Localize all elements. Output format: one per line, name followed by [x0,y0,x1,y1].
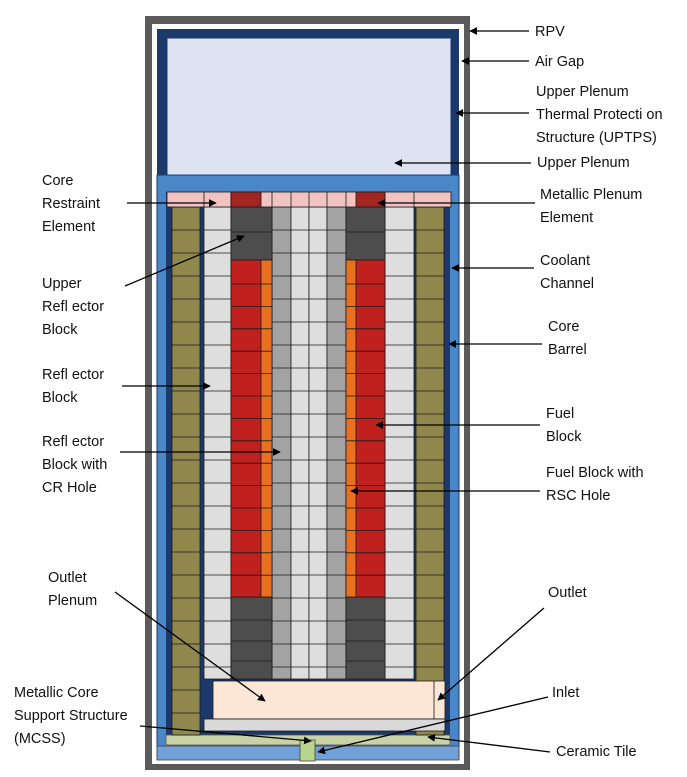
upper-plenum [166,37,452,193]
lower-reflector-left [230,596,273,680]
core [166,191,452,736]
upper-reflector-right [345,206,386,261]
leader-arrows [114,27,551,755]
reflector-column [290,206,310,680]
reflector-cr-column [271,206,292,680]
reflector-column [384,206,415,680]
upper-reflector-left [230,206,273,261]
side-reflector-right [415,206,445,736]
arrow-outlet [437,607,545,701]
metallic-plenum-right [355,191,386,208]
arrow-outlet-plenum [114,591,266,702]
lower-reflector-right [345,596,386,680]
reflector-column [308,206,328,680]
outlet-plenum [212,680,446,720]
fuel-rsc-strip-left [260,259,273,598]
lower-support-plate [203,718,446,732]
reflector-column [203,206,232,680]
fuel-rsc-strip-right [345,259,357,598]
arrow-upper-reflector [124,235,245,287]
arrow-mcss [139,725,312,745]
arrow-inlet [317,696,549,755]
inlet-pipe [299,739,316,762]
metallic-plenum-left [230,191,262,208]
side-reflector-left [171,206,201,736]
arrow-ceramic-tile [427,733,551,753]
reflector-cr-column [326,206,347,680]
